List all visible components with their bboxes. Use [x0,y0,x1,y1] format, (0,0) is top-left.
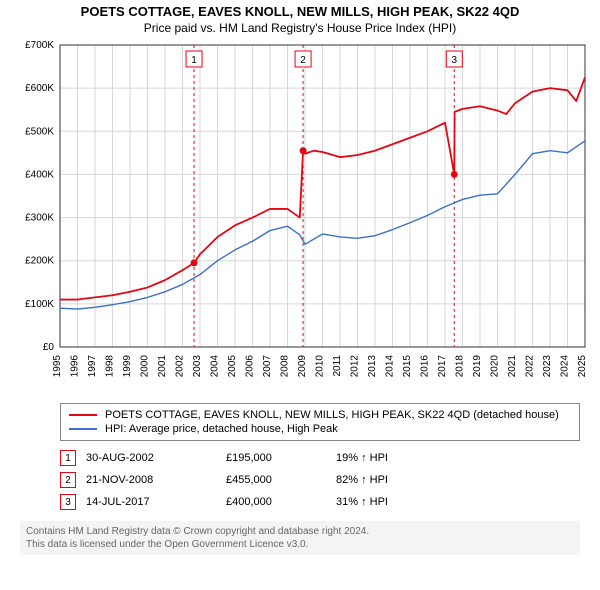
event-delta: 19% ↑ HPI [336,452,388,464]
svg-text:£300K: £300K [25,213,54,224]
svg-text:2025: 2025 [577,355,588,378]
chart-title: POETS COTTAGE, EAVES KNOLL, NEW MILLS, H… [8,4,592,19]
svg-text:2018: 2018 [455,355,466,378]
svg-text:2014: 2014 [385,355,396,378]
event-row: 1 30-AUG-2002 £195,000 19% ↑ HPI [60,447,580,469]
chart-area: £0 £100K £200K £300K £400K £500K £600K £700K 199… [0,37,600,397]
event-marker: 1 [60,450,76,466]
events-table: 1 30-AUG-2002 £195,000 19% ↑ HPI 2 21-NOV-200… [60,447,580,513]
svg-text:1995: 1995 [52,355,63,378]
event-date: 21-NOV-2008 [86,474,216,486]
svg-text:2001: 2001 [157,355,168,378]
svg-text:2023: 2023 [542,355,553,378]
svg-text:2003: 2003 [192,355,203,378]
event-delta: 31% ↑ HPI [336,496,388,508]
legend: POETS COTTAGE, EAVES KNOLL, NEW MILLS, H… [60,403,580,441]
event-date: 30-AUG-2002 [86,452,216,464]
svg-text:£200K: £200K [25,256,54,267]
svg-text:2000: 2000 [140,355,151,378]
svg-text:1996: 1996 [70,355,81,378]
svg-text:3: 3 [451,55,457,66]
svg-text:2010: 2010 [315,355,326,378]
chart-svg: £0 £100K £200K £300K £400K £500K £600K £700K 199… [0,37,600,397]
chart-subtitle: Price paid vs. HM Land Registry's House … [8,21,592,35]
svg-text:2005: 2005 [227,355,238,378]
svg-text:2024: 2024 [560,355,571,378]
license-footer: Contains HM Land Registry data © Crown c… [20,521,580,555]
svg-text:2017: 2017 [437,355,448,378]
legend-swatch [69,428,97,430]
legend-swatch [69,414,97,416]
svg-text:2007: 2007 [262,355,273,378]
svg-text:£100K: £100K [25,299,54,310]
event-price: £400,000 [226,496,326,508]
svg-text:2006: 2006 [245,355,256,378]
svg-text:2020: 2020 [490,355,501,378]
footer-line-1: Contains HM Land Registry data © Crown c… [26,525,574,538]
legend-label: POETS COTTAGE, EAVES KNOLL, NEW MILLS, H… [105,409,559,421]
svg-text:2019: 2019 [472,355,483,378]
event-price: £195,000 [226,452,326,464]
svg-text:2011: 2011 [332,355,343,377]
event-price: £455,000 [226,474,326,486]
svg-text:£0: £0 [43,342,55,353]
svg-text:£500K: £500K [25,126,54,137]
event-marker: 3 [60,494,76,510]
svg-text:2002: 2002 [175,355,186,378]
legend-row: HPI: Average price, detached house, High… [69,422,571,436]
svg-text:£600K: £600K [25,83,54,94]
event-delta: 82% ↑ HPI [336,474,388,486]
svg-text:2008: 2008 [280,355,291,378]
svg-text:2004: 2004 [210,355,221,378]
svg-text:£400K: £400K [25,169,54,180]
svg-text:2022: 2022 [525,355,536,378]
svg-text:2021: 2021 [507,355,518,378]
event-date: 14-JUL-2017 [86,496,216,508]
svg-text:£700K: £700K [25,40,54,51]
legend-row: POETS COTTAGE, EAVES KNOLL, NEW MILLS, H… [69,408,571,422]
svg-text:2: 2 [300,55,306,66]
svg-text:2016: 2016 [420,355,431,378]
svg-text:1997: 1997 [87,355,98,378]
event-marker: 2 [60,472,76,488]
svg-text:2012: 2012 [350,355,361,378]
footer-line-2: This data is licensed under the Open Gov… [26,538,574,551]
svg-text:2015: 2015 [402,355,413,378]
svg-text:1: 1 [191,55,197,66]
svg-text:2009: 2009 [297,355,308,378]
svg-text:2013: 2013 [367,355,378,378]
event-row: 2 21-NOV-2008 £455,000 82% ↑ HPI [60,469,580,491]
event-row: 3 14-JUL-2017 £400,000 31% ↑ HPI [60,491,580,513]
svg-text:1998: 1998 [105,355,116,378]
legend-label: HPI: Average price, detached house, High… [105,423,338,435]
svg-text:1999: 1999 [122,355,133,378]
